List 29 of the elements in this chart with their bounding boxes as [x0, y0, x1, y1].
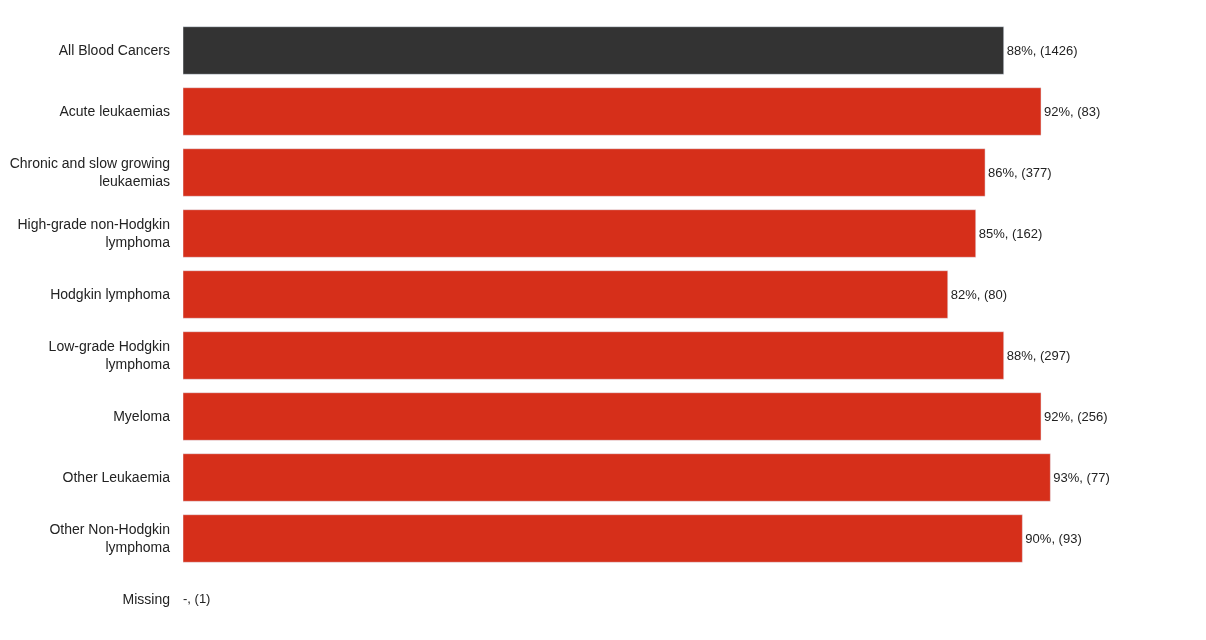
y-tick-label: Missing	[122, 591, 170, 608]
data-label: 85%, (162)	[978, 226, 1043, 241]
bar	[183, 514, 1023, 563]
bar	[183, 26, 1004, 75]
data-label: 92%, (256)	[1044, 409, 1108, 424]
text: -, (1)	[183, 590, 211, 606]
bar	[183, 453, 1051, 502]
data-label: 90%, (93)	[1025, 531, 1082, 546]
y-tick-label: Myeloma	[113, 408, 171, 425]
data-label: 86%, (377)	[988, 165, 1052, 180]
bar	[183, 392, 1042, 441]
bar	[183, 331, 1004, 380]
y-tick-label: Hodgkin lymphoma	[50, 286, 171, 303]
y-tick-label: Chronic and slow growing leukaemias	[9, 155, 170, 190]
bar	[183, 87, 1042, 136]
data-label: 82%, (80)	[950, 287, 1008, 302]
y-tick-label: High-grade non-Hodgkin lymphoma	[17, 216, 171, 251]
bar	[183, 209, 976, 258]
data-label: 92%, (83)	[1044, 104, 1101, 119]
y-tick-label: Low-grade Hodgkin lymphoma	[48, 338, 171, 373]
y-tick-label: Acute leukaemias	[59, 103, 170, 120]
data-label: 88%, (297)	[1006, 348, 1071, 363]
bar	[183, 148, 986, 197]
y-tick-label: Other Non-Hodgkin lymphoma	[49, 521, 171, 556]
data-label: 88%, (1426)	[1006, 43, 1078, 58]
y-tick-label: Other Leukaemia	[62, 469, 171, 486]
y-tick-label: All Blood Cancers	[58, 42, 170, 59]
bar	[183, 270, 949, 319]
data-label: 93%, (77)	[1053, 470, 1110, 485]
